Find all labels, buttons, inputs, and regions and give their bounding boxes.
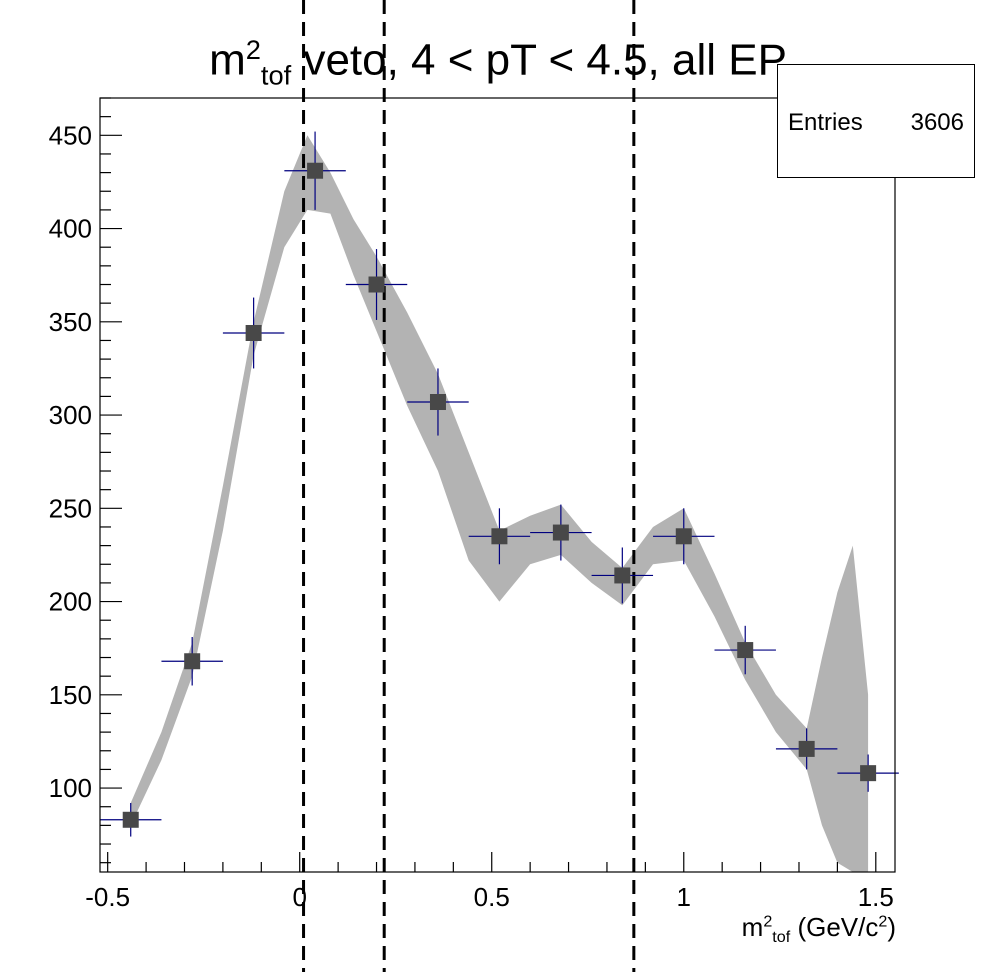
data-point: [429, 394, 446, 411]
x-axis-label: m2tof (GeV/c2): [741, 912, 896, 947]
cut-lines-layer: [302, 0, 636, 972]
y-tick-label: 450: [49, 120, 92, 150]
y-tick-label: 150: [49, 680, 92, 710]
stats-entries-label: Entries: [788, 109, 863, 136]
fit-band-layer: [130, 135, 869, 873]
data-point: [368, 276, 385, 293]
stats-box: Entries 3606: [777, 64, 975, 178]
x-tick-label: -0.5: [85, 882, 130, 912]
stats-entries-value: 3606: [910, 109, 964, 136]
data-point: [675, 528, 692, 545]
data-point: [798, 740, 815, 757]
data-point: [737, 642, 754, 659]
data-points-layer: [100, 131, 899, 837]
data-point: [184, 653, 201, 670]
fit-uncertainty-band: [130, 135, 869, 873]
y-tick-label: 200: [49, 587, 92, 617]
data-point: [860, 765, 877, 782]
x-tick-label: 0: [292, 882, 306, 912]
x-tick-label: 1.5: [858, 882, 894, 912]
data-point: [307, 162, 324, 179]
y-tick-label: 400: [49, 214, 92, 244]
x-tick-label: 0.5: [474, 882, 510, 912]
data-point: [122, 811, 139, 828]
y-tick-label: 100: [49, 773, 92, 803]
axes-layer: -0.5 0 0.5 1 1.5 100 150 200 250 300 350 400 450: [49, 97, 896, 912]
data-point: [552, 524, 569, 541]
y-tick-label: 350: [49, 307, 92, 337]
y-tick-label: 300: [49, 400, 92, 430]
data-point: [614, 567, 631, 584]
data-point: [491, 528, 508, 545]
y-tick-label: 250: [49, 493, 92, 523]
plot-frame: [99, 97, 896, 873]
chart-title: m2tof veto, 4 < pT < 4.5, all EP: [209, 34, 787, 91]
x-tick-label: 1: [677, 882, 691, 912]
data-point: [245, 324, 262, 341]
